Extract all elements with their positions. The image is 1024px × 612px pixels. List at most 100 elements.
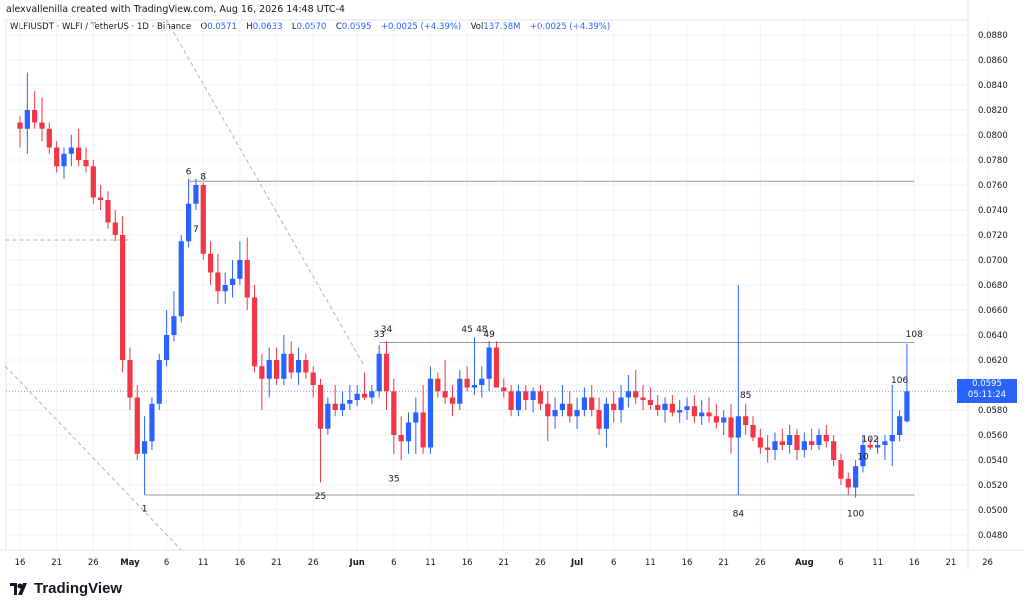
candle[interactable]: [105, 191, 111, 229]
candle[interactable]: [332, 385, 338, 417]
candle-body[interactable]: [54, 147, 60, 167]
candle[interactable]: [185, 178, 192, 248]
candle-body[interactable]: [98, 197, 104, 201]
candle-body[interactable]: [83, 160, 89, 167]
candle[interactable]: [339, 391, 346, 417]
candle-body[interactable]: [164, 335, 170, 360]
candle[interactable]: [677, 400, 683, 423]
candle[interactable]: [288, 341, 294, 379]
candle-body[interactable]: [603, 403, 609, 429]
candle-body[interactable]: [376, 353, 382, 392]
candle-body[interactable]: [398, 435, 404, 442]
candle-body[interactable]: [46, 128, 52, 148]
candle-body[interactable]: [347, 400, 353, 404]
candle-body[interactable]: [361, 393, 368, 398]
candle-body[interactable]: [633, 391, 639, 398]
candle[interactable]: [215, 253, 221, 304]
candle[interactable]: [281, 335, 287, 385]
candle[interactable]: [17, 116, 23, 148]
candle[interactable]: [713, 403, 719, 429]
candle[interactable]: [83, 147, 89, 173]
candle-body[interactable]: [537, 391, 544, 404]
candle[interactable]: [574, 397, 580, 429]
candle[interactable]: [640, 385, 646, 410]
candle-body[interactable]: [134, 397, 140, 454]
candle-body[interactable]: [259, 366, 265, 379]
candle-body[interactable]: [530, 391, 536, 400]
candle-body[interactable]: [765, 447, 771, 451]
candle-body[interactable]: [127, 360, 133, 398]
candle-body[interactable]: [889, 435, 895, 442]
candle[interactable]: [405, 412, 412, 454]
candle[interactable]: [134, 385, 140, 460]
candle[interactable]: [721, 410, 727, 435]
candle-body[interactable]: [471, 385, 478, 388]
candle[interactable]: [244, 237, 250, 311]
candle[interactable]: [772, 432, 778, 461]
candle-body[interactable]: [76, 147, 82, 161]
candle[interactable]: [589, 385, 595, 417]
candle-body[interactable]: [244, 260, 250, 298]
candle-body[interactable]: [662, 403, 668, 410]
candle[interactable]: [779, 428, 785, 450]
candle-body[interactable]: [618, 397, 624, 411]
candle-body[interactable]: [479, 378, 485, 385]
candle[interactable]: [647, 387, 653, 411]
candle[interactable]: [831, 435, 837, 467]
candle[interactable]: [552, 397, 558, 429]
candle[interactable]: [743, 403, 749, 435]
candle[interactable]: [633, 370, 639, 404]
candle[interactable]: [222, 272, 228, 304]
candle-body[interactable]: [831, 441, 837, 460]
candle[interactable]: [127, 347, 133, 411]
candle-body[interactable]: [273, 360, 280, 379]
candle-body[interactable]: [317, 385, 324, 429]
candle-body[interactable]: [251, 297, 258, 367]
candle-body[interactable]: [222, 285, 228, 292]
candle[interactable]: [809, 428, 815, 450]
candle[interactable]: [142, 416, 148, 495]
candle[interactable]: [750, 416, 756, 442]
candle[interactable]: [200, 182, 206, 261]
candle[interactable]: [757, 428, 763, 454]
candle-body[interactable]: [200, 185, 206, 254]
candle-body[interactable]: [853, 466, 859, 488]
candle-body[interactable]: [449, 397, 456, 404]
candle[interactable]: [860, 435, 866, 473]
candle-body[interactable]: [743, 416, 749, 425]
candle-body[interactable]: [640, 397, 646, 401]
candle[interactable]: [867, 437, 873, 451]
candle[interactable]: [46, 122, 52, 154]
candle-body[interactable]: [207, 253, 214, 273]
candle-body[interactable]: [669, 403, 675, 413]
candle[interactable]: [156, 353, 162, 410]
candle-body[interactable]: [17, 122, 23, 129]
candle-body[interactable]: [185, 203, 192, 242]
candle[interactable]: [68, 135, 74, 167]
candle[interactable]: [376, 345, 382, 398]
candles[interactable]: [17, 72, 910, 498]
tradingview-brand[interactable]: TradingView: [8, 580, 122, 597]
candle[interactable]: [684, 397, 690, 421]
candle[interactable]: [251, 285, 258, 373]
candle-body[interactable]: [39, 122, 45, 129]
candle[interactable]: [897, 410, 903, 442]
candle-body[interactable]: [904, 391, 910, 422]
candle-body[interactable]: [897, 416, 903, 435]
candle-body[interactable]: [728, 417, 734, 438]
candle-body[interactable]: [552, 410, 558, 417]
candle[interactable]: [530, 387, 536, 413]
candle-body[interactable]: [427, 378, 434, 448]
candle[interactable]: [398, 416, 404, 460]
candle-body[interactable]: [354, 393, 360, 400]
candle-body[interactable]: [589, 397, 595, 411]
candle[interactable]: [361, 372, 368, 401]
candle-body[interactable]: [32, 110, 38, 123]
price-axis[interactable]: 0.0880 0.0860 0.0840 0.0820 0.0800 0.0780 0.07…: [967, 0, 1008, 570]
candle-body[interactable]: [787, 435, 793, 445]
candle-body[interactable]: [515, 391, 522, 410]
candle[interactable]: [853, 460, 859, 498]
candle[interactable]: [354, 385, 360, 407]
candle[interactable]: [90, 160, 96, 204]
candle[interactable]: [618, 385, 624, 423]
